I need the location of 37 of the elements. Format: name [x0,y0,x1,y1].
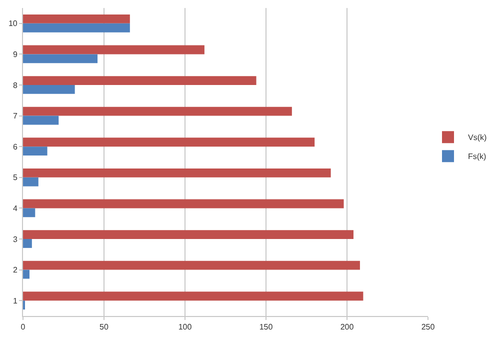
legend-label: Fs(k) [468,152,487,162]
bar [23,177,38,186]
y-tick-label: 2 [12,266,18,275]
y-tick-label: 5 [12,173,18,182]
bar [23,146,48,156]
bar [23,239,32,248]
bar [23,54,98,64]
x-tick-label: 200 [340,322,354,332]
bar [23,106,292,116]
x-tick-label: 100 [178,322,192,332]
bar [23,270,30,279]
y-tick-label: 10 [8,19,18,28]
bar [23,168,331,178]
bar [23,230,354,239]
y-tick-label: 7 [12,112,18,121]
bar [23,199,344,208]
x-tick-label: 150 [259,322,274,332]
y-tick-label: 8 [12,80,18,90]
bar [23,23,130,32]
legend-label: Vs(k) [468,133,487,142]
y-tick-label: 1 [12,296,18,306]
bar [23,76,256,85]
bar [23,85,75,94]
y-tick-label: 3 [12,234,18,244]
bar [23,292,364,301]
bar [23,45,204,54]
y-tick-label: 6 [12,142,18,152]
x-tick-label: 250 [421,322,436,332]
x-tick-label: 0 [20,322,26,332]
bar [23,138,315,147]
bar [23,260,360,270]
y-tick-label: 4 [12,204,18,213]
bar [23,14,130,24]
y-tick-label: 9 [12,50,18,59]
bar [23,116,59,125]
bar [23,208,36,218]
x-tick-label: 50 [100,322,109,332]
